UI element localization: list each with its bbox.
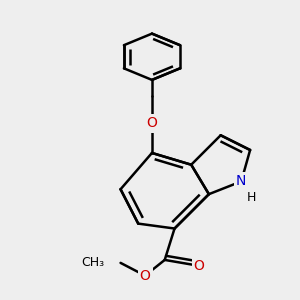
Text: H: H: [247, 191, 256, 204]
Text: O: O: [194, 259, 205, 273]
Text: N: N: [236, 174, 247, 188]
Text: O: O: [146, 116, 158, 130]
Text: O: O: [140, 268, 151, 283]
Text: CH₃: CH₃: [81, 256, 104, 269]
